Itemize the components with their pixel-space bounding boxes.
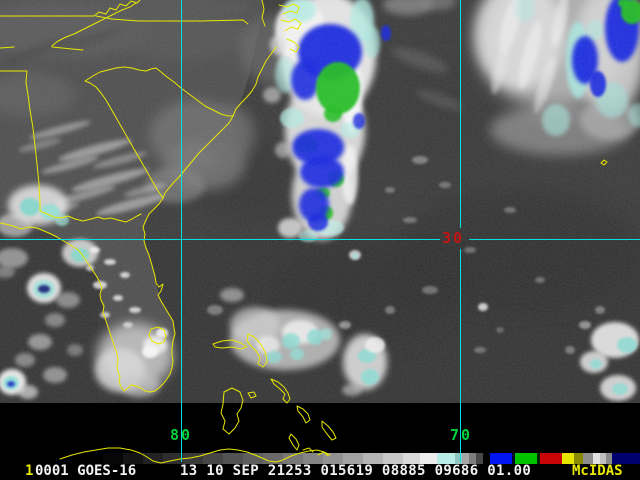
longitude-70-line-upper [460, 0, 461, 228]
islands [59, 333, 337, 464]
mcidas-brand: McIDAS [572, 463, 623, 479]
latitude-30-line-west [0, 239, 440, 240]
longitude-80-line [181, 0, 182, 462]
latitude-label: 30 [442, 229, 465, 247]
enhancement-colorbar [103, 453, 640, 464]
state-borders [0, 0, 249, 223]
longitude-label-80: 80 [170, 426, 193, 444]
satellite-imagery [0, 0, 640, 403]
product-id: 0001 GOES-16 [35, 463, 137, 479]
longitude-70-line-lower [460, 249, 461, 462]
no-data-area [0, 403, 640, 480]
longitude-label-70: 70 [450, 426, 473, 444]
image-time-info: 13 10 SEP 21253 015619 08885 09686 01.00 [180, 463, 532, 479]
latitude-30-line-east [469, 239, 640, 240]
frame-number: 1 [25, 463, 34, 479]
grain-texture [0, 0, 640, 403]
coastlines [0, 0, 608, 393]
